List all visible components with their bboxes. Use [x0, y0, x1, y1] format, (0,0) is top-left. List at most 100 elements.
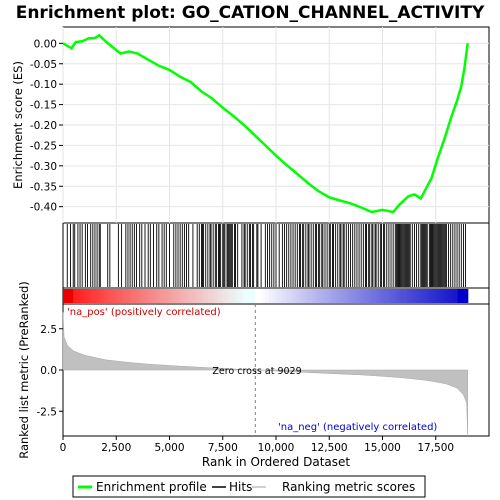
rank-gradient-segment [309, 289, 314, 303]
rank-gradient-segment [137, 289, 142, 303]
rank-gradient-segment [63, 289, 67, 303]
rank-gradient-segment [140, 289, 145, 303]
rank-gradient-segment [383, 289, 388, 303]
rank-gradient-segment [241, 289, 246, 303]
x-tick-label: 5,000 [154, 442, 184, 454]
rank-gradient-segment [194, 289, 199, 303]
rank-gradient-segment [322, 289, 327, 303]
rank-gradient-segment [312, 289, 317, 303]
rank-gradient-segment [177, 289, 182, 303]
rank-gradient-segment [248, 289, 253, 303]
rank-gradient-segment [197, 289, 202, 303]
rank-gradient-segment [184, 289, 189, 303]
x-tick-label: 0 [60, 442, 67, 454]
metric-y-tick-label: 0.0 [40, 365, 57, 377]
rank-gradient-segment [440, 289, 445, 303]
rank-gradient-segment [353, 289, 358, 303]
x-tick-label: 2,500 [101, 442, 131, 454]
ranking-metric-area [62, 312, 468, 437]
rank-gradient-segment [221, 289, 226, 303]
rank-gradient-segment [167, 289, 172, 303]
rank-gradient-segment [93, 289, 98, 303]
metric-y-tick-label: -2.5 [37, 406, 58, 418]
legend-metric-label: Ranking metric scores [282, 480, 415, 494]
rank-gradient-segment [116, 289, 121, 303]
rank-gradient-segment [106, 289, 111, 303]
x-axis-label: Rank in Ordered Dataset [202, 455, 350, 469]
rank-gradient-segment [380, 289, 384, 303]
rank-gradient-segment [420, 289, 425, 303]
rank-gradient-segment [130, 289, 135, 303]
enrichment-profile-line [62, 33, 469, 214]
rank-gradient-segment [342, 289, 347, 303]
rank-gradient-segment [285, 289, 290, 303]
enrichment-y-tick-label: -0.10 [30, 79, 57, 91]
negative-correlation-label: 'na_neg' (negatively correlated) [278, 422, 437, 433]
enrichment-y-tick-label: 0.00 [34, 38, 57, 50]
rank-gradient-segment [369, 289, 374, 303]
rank-gradient-segment [214, 289, 219, 303]
rank-gradient-segment [265, 289, 270, 303]
rank-gradient-segment [110, 289, 115, 303]
rank-gradient-segment [258, 289, 263, 303]
rank-gradient-segment [447, 289, 452, 303]
rank-gradient-segment [396, 289, 401, 303]
x-tick-label: 17,500 [417, 442, 454, 454]
enrichment-y-axis-label: Enrichment score (ES) [11, 61, 25, 189]
rank-gradient-segment [234, 289, 239, 303]
rank-gradient-segment [154, 289, 159, 303]
metric-y-axis-label: Ranked list metric (PreRanked) [17, 281, 31, 459]
rank-gradient-segment [96, 289, 101, 303]
rank-gradient-segment [336, 289, 341, 303]
rank-gradient-segment [123, 289, 128, 303]
rank-gradient-segment [319, 289, 324, 303]
enrichment-gridlines [62, 27, 489, 223]
rank-gradient-segment [170, 289, 175, 303]
rank-gradient-segment [204, 289, 209, 303]
rank-gradient-segment [433, 289, 438, 303]
rank-gradient-segment [181, 289, 186, 303]
enrichment-y-tick-label: -0.25 [30, 140, 57, 152]
rank-gradient-segment [127, 289, 132, 303]
rank-gradient-segment [174, 289, 179, 303]
rank-gradient-segment [299, 289, 304, 303]
rank-gradient-segment [292, 289, 297, 303]
rank-gradient-segment [417, 289, 422, 303]
rank-gradient-segment [224, 289, 229, 303]
ranking-metric-fill [62, 312, 468, 437]
rank-gradient-segment [238, 289, 243, 303]
rank-gradient-segment [83, 289, 88, 303]
positive-correlation-label: 'na_pos' (positively correlated) [67, 307, 221, 318]
rank-gradient-segment [460, 289, 465, 303]
enrichment-y-ticks: 0.00 -0.05 -0.10 -0.15 -0.20 -0.25 -0.30 -0.35 -… [30, 38, 63, 214]
rank-gradient-segment [255, 289, 260, 303]
metric-y-ticks: 2.5 0.0 -2.5 [37, 324, 63, 418]
rank-gradient-segment [160, 289, 165, 303]
rank-gradient-segment [464, 289, 469, 303]
x-tick-label: 15,000 [364, 442, 401, 454]
rank-gradient-segment [103, 289, 108, 303]
enrichment-y-tick-label: -0.30 [30, 161, 57, 173]
x-axis-ticks: 0 2,500 5,000 7,500 10,000 12,500 15,000 17,500 [60, 436, 454, 454]
rank-gradient-segment [187, 289, 192, 303]
rank-gradient-segment [272, 289, 277, 303]
legend: Enrichment profile Hits Ranking metric s… [72, 475, 426, 498]
enrichment-y-tick-label: -0.05 [30, 59, 57, 71]
rank-gradient-segment [113, 289, 118, 303]
rank-gradient-segment [406, 289, 411, 303]
rank-gradient-segment [278, 289, 283, 303]
rank-gradient-segment [457, 289, 462, 303]
rank-gradient-segment [295, 289, 300, 303]
rank-gradient-segment [268, 289, 273, 303]
rank-gradient-segment [437, 289, 442, 303]
rank-gradient-segment [228, 289, 233, 303]
rank-gradient-segment [444, 289, 449, 303]
chart-title: Enrichment plot: GO_CATION_CHANNEL_ACTIV… [16, 3, 485, 23]
rank-gradient-segment [150, 289, 155, 303]
rank-gradient-segment [231, 289, 236, 303]
rank-gradient-segment [413, 289, 418, 303]
rank-gradient-segment [73, 289, 78, 303]
rank-gradient-segment [430, 289, 435, 303]
rank-gradient-segment [326, 289, 331, 303]
